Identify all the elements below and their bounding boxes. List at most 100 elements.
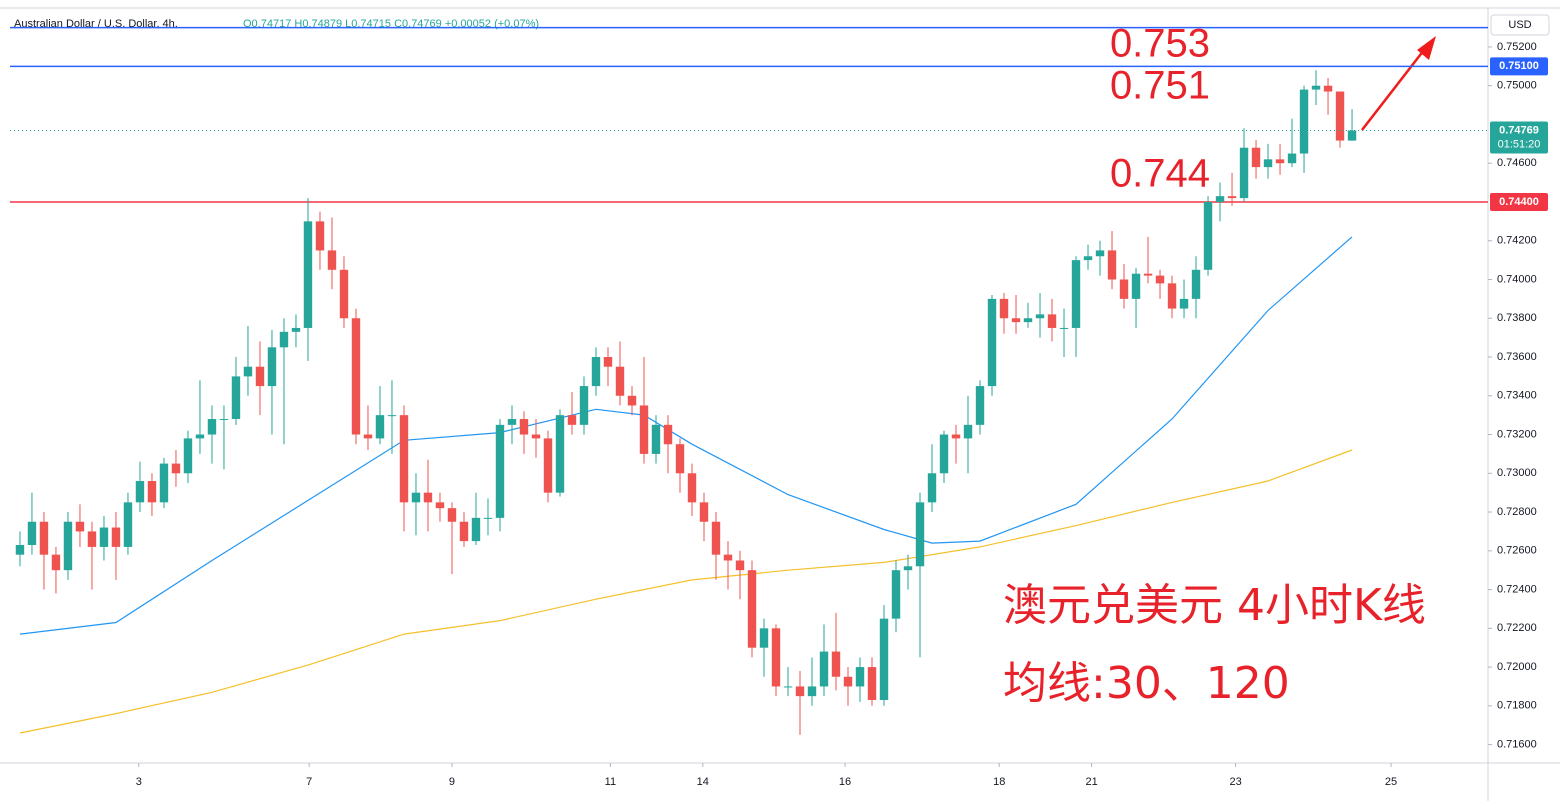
- candle: [1179, 279, 1189, 319]
- candle-body: [891, 570, 901, 619]
- candle: [627, 386, 637, 416]
- candle: [915, 492, 925, 658]
- candle: [903, 554, 913, 590]
- candle-body: [687, 473, 697, 503]
- candle: [51, 546, 61, 594]
- annotation: 0.753: [1110, 22, 1210, 66]
- candle: [1071, 256, 1081, 358]
- level-label-box: [1490, 192, 1548, 211]
- candle-body: [855, 667, 865, 687]
- y-tick-label: 0.72200: [1497, 622, 1537, 634]
- candle-body: [1275, 159, 1285, 164]
- y-tick-label: 0.71600: [1497, 738, 1537, 750]
- candle-body: [711, 521, 721, 555]
- y-tick-label: 0.72800: [1497, 506, 1537, 518]
- candle-body: [651, 424, 661, 454]
- currency-label[interactable]: USD: [1508, 19, 1531, 31]
- candle: [219, 405, 229, 470]
- candle-body: [735, 560, 745, 571]
- candle-body: [411, 492, 421, 503]
- last-price-label: 0.74769: [1499, 124, 1539, 136]
- candle-body: [351, 318, 361, 435]
- candle: [459, 512, 469, 547]
- y-tick-label: 0.73600: [1497, 351, 1537, 363]
- candle-body: [915, 502, 925, 567]
- y-tick-label: 0.74200: [1497, 235, 1537, 247]
- candle-body: [975, 386, 985, 425]
- candle-body: [1335, 91, 1345, 141]
- candle: [1311, 70, 1321, 106]
- x-tick-label: 3: [136, 776, 142, 788]
- candle-body: [567, 415, 577, 425]
- level-label: 0.75100: [1499, 60, 1539, 72]
- candle: [183, 430, 193, 483]
- candle: [687, 463, 697, 516]
- candle: [975, 380, 985, 435]
- candle-body: [1191, 269, 1201, 299]
- candle-body: [123, 502, 133, 547]
- candle: [795, 670, 805, 735]
- candle: [1251, 139, 1261, 179]
- candle-body: [1035, 314, 1045, 319]
- candle: [699, 492, 709, 542]
- candle-body: [615, 366, 625, 396]
- candle: [303, 198, 313, 361]
- candle-body: [243, 366, 253, 377]
- candle-body: [483, 517, 493, 519]
- candle-body: [147, 481, 157, 503]
- candle: [675, 438, 685, 493]
- candle-body: [435, 502, 445, 509]
- chart-note: 均线:30、120: [1003, 658, 1290, 709]
- candle-body: [543, 438, 553, 493]
- candle-body: [1107, 250, 1117, 280]
- candle: [1191, 256, 1201, 319]
- candle-body: [1263, 159, 1273, 168]
- currency-button[interactable]: [1490, 14, 1550, 36]
- candle-body: [819, 651, 829, 687]
- candle: [1335, 91, 1345, 148]
- candle: [1095, 240, 1105, 276]
- candle-body: [1023, 318, 1033, 323]
- candle: [1155, 269, 1165, 299]
- candle: [843, 667, 853, 706]
- candle-body: [423, 492, 433, 503]
- candle-body: [1047, 314, 1057, 328]
- chart-note: 澳元兑美元 4小时K线: [1003, 580, 1426, 631]
- candle-body: [795, 686, 805, 697]
- candle-body: [783, 686, 793, 688]
- candle: [1011, 295, 1021, 334]
- candle-body: [219, 419, 229, 421]
- y-tick-label: 0.71800: [1497, 700, 1537, 712]
- candle: [171, 450, 181, 487]
- candle-body: [63, 521, 73, 571]
- candle: [603, 347, 613, 387]
- candle: [1143, 236, 1153, 284]
- candle-body: [303, 221, 313, 328]
- candle-body: [639, 405, 649, 454]
- candle-body: [1239, 147, 1249, 199]
- candle: [327, 217, 337, 290]
- candle: [471, 492, 481, 545]
- candle: [99, 515, 109, 561]
- candle-body: [1155, 275, 1165, 284]
- candle: [399, 405, 409, 532]
- candle-body: [51, 554, 61, 571]
- candle-body: [675, 444, 685, 474]
- candle-body: [987, 298, 997, 387]
- candle-body: [159, 463, 169, 503]
- candle: [411, 473, 421, 536]
- candle-body: [603, 357, 613, 367]
- candle-body: [831, 651, 841, 677]
- candle: [639, 357, 649, 464]
- candle-body: [1071, 260, 1081, 328]
- candle: [723, 541, 733, 590]
- candle: [831, 612, 841, 691]
- candle: [963, 395, 973, 474]
- candle: [531, 419, 541, 458]
- candle: [1239, 128, 1249, 202]
- candle: [123, 492, 133, 555]
- candle-body: [1203, 201, 1213, 270]
- candle-body: [375, 415, 385, 439]
